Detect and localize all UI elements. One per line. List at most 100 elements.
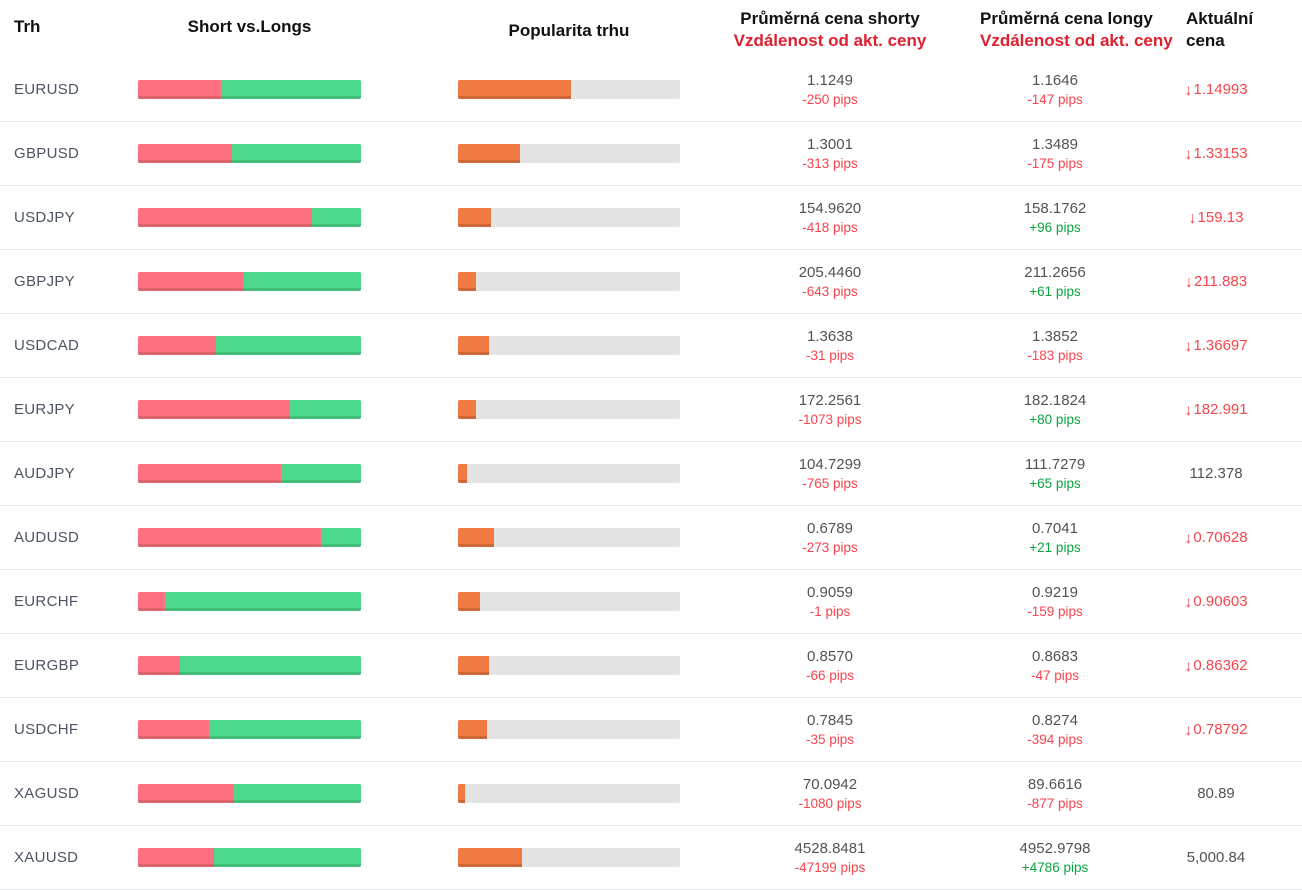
current-price-value: 211.883 [1193,272,1248,290]
price-down-arrow-icon: ↓ [1184,593,1193,611]
short-vs-long-bar [138,464,361,483]
avg-short-price: 104.7299 [798,455,862,473]
avg-long-price: 111.7279 [1024,455,1086,473]
market-pair-label[interactable]: XAGUSD [14,785,80,802]
popularity-bar-track [458,592,680,611]
current-price: 112.378 [1130,465,1302,482]
current-price: ↓0.78792 [1130,721,1302,739]
current-price-value: 1.14993 [1193,80,1248,98]
short-vs-long-bar [138,336,361,355]
market-pair-label[interactable]: XAUUSD [14,849,79,866]
avg-long-price: 1.3852 [1032,327,1078,345]
short-vs-long-bar [138,656,361,675]
avg-short-distance: -1 pips [809,603,851,619]
column-header-market: Trh [14,17,41,36]
long-segment [220,80,361,99]
avg-long-price: 0.8683 [1032,647,1078,665]
avg-short-price: 0.8570 [807,647,853,665]
current-price-value: 0.86362 [1193,656,1248,674]
short-vs-long-bar [138,272,361,291]
avg-long-price: 0.7041 [1032,519,1078,537]
avg-long-price: 0.9219 [1032,583,1078,601]
market-pair-label[interactable]: USDCAD [14,337,80,354]
current-price-title-line2: cena [1186,31,1225,50]
table-row: EURGBP 0.8570 -66 pips 0.8683 -47 pips ↓… [0,634,1302,698]
current-price-value: 5,000.84 [1186,849,1246,866]
price-down-arrow-icon: ↓ [1184,721,1193,739]
market-pair-label[interactable]: GBPUSD [14,145,80,162]
short-vs-long-bar [138,208,361,227]
avg-long-distance: -877 pips [1027,795,1083,811]
market-pair-label[interactable]: EURCHF [14,593,79,610]
long-segment [242,272,361,291]
avg-short-distance: -273 pips [802,539,858,555]
popularity-bar-fill [458,720,487,739]
short-vs-long-bar [138,144,361,163]
price-down-arrow-icon: ↓ [1188,209,1197,227]
market-pair-label[interactable]: EURGBP [14,657,80,674]
avg-long-distance: -47 pips [1030,667,1080,683]
short-segment [138,720,210,739]
popularity-bar-fill [458,272,476,291]
current-price: ↓211.883 [1130,273,1302,291]
market-pair-label[interactable]: USDCHF [14,721,79,738]
short-segment [138,400,290,419]
avg-long-price: 211.2656 [1024,263,1086,281]
short-vs-long-bar [138,80,361,99]
table-row: EURUSD 1.1249 -250 pips 1.1646 -147 pips… [0,58,1302,122]
long-segment [231,144,361,163]
column-header-short-vs-longs: Short vs.Longs [187,17,312,36]
short-segment [138,80,221,99]
avg-long-distance: +61 pips [1029,283,1081,299]
price-down-arrow-icon: ↓ [1184,657,1193,675]
avg-long-price: 4952.9798 [1019,839,1091,857]
avg-long-distance: -147 pips [1027,91,1083,107]
popularity-bar-fill [458,784,465,803]
avg-short-price: 205.4460 [798,263,862,281]
market-pair-label[interactable]: AUDJPY [14,465,75,482]
popularity-bar-fill [458,208,492,227]
table-row: EURCHF 0.9059 -1 pips 0.9219 -159 pips ↓… [0,570,1302,634]
price-down-arrow-icon: ↓ [1184,529,1193,547]
short-segment [138,272,243,291]
avg-short-distance: -66 pips [805,667,855,683]
market-pair-label[interactable]: USDJPY [14,209,75,226]
current-price-title-line1: Aktuální [1186,9,1254,28]
market-pair-label[interactable]: EURJPY [14,401,75,418]
table-row: GBPJPY 205.4460 -643 pips 211.2656 +61 p… [0,250,1302,314]
avg-short-price: 0.9059 [807,583,853,601]
current-price-value: 1.36697 [1193,336,1248,354]
popularity-bar-track [458,208,680,227]
current-price: ↓1.14993 [1130,81,1302,99]
short-segment [138,592,165,611]
current-price: ↓1.36697 [1130,337,1302,355]
market-pair-label[interactable]: GBPJPY [14,273,75,290]
popularity-bar-fill [458,336,490,355]
current-price: ↓0.86362 [1130,657,1302,675]
table-header: Trh Short vs.Longs Popularita trhu Průmě… [0,0,1302,58]
avg-short-price: 1.1249 [807,71,853,89]
avg-long-distance: +21 pips [1029,539,1081,555]
avg-long-distance: -183 pips [1027,347,1083,363]
short-vs-long-bar [138,784,361,803]
short-segment [138,464,281,483]
popularity-bar-track [458,272,680,291]
long-segment [320,528,361,547]
long-segment [216,336,361,355]
avg-long-distance: +96 pips [1029,219,1081,235]
avg-long-distance: -394 pips [1027,731,1083,747]
column-header-popularity: Popularita trhu [508,21,630,40]
market-pair-label[interactable]: AUDUSD [14,529,80,546]
long-segment [280,464,361,483]
avg-long-price: 89.6616 [1027,775,1083,793]
avg-long-price: 1.1646 [1032,71,1078,89]
long-segment [213,848,361,867]
avg-short-distance: -35 pips [805,731,855,747]
avg-long-distance: +4786 pips [1021,859,1089,875]
popularity-bar-track [458,80,680,99]
avg-short-distance-subtitle: Vzdálenost od akt. ceny [733,31,927,50]
avg-long-price: 0.8274 [1032,711,1078,729]
price-down-arrow-icon: ↓ [1184,145,1193,163]
avg-long-distance: -175 pips [1027,155,1083,171]
market-pair-label[interactable]: EURUSD [14,81,80,98]
